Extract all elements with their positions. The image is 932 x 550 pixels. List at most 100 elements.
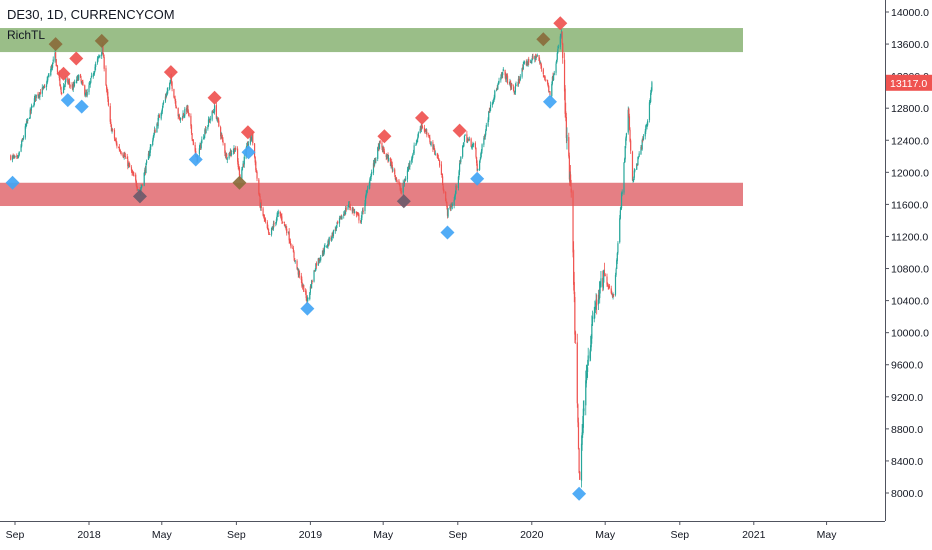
candle-body	[398, 180, 400, 185]
candle-body	[572, 191, 574, 253]
candle-body	[343, 213, 345, 216]
candle-body	[646, 124, 648, 127]
candle-body	[620, 207, 622, 210]
time-tick-label: May	[373, 529, 394, 541]
candle	[283, 221, 285, 227]
candle-body	[324, 245, 326, 247]
candle-body	[509, 81, 511, 84]
candle	[260, 199, 262, 211]
candle	[374, 157, 376, 167]
candle	[44, 83, 46, 88]
candle	[318, 257, 321, 264]
candle-body	[349, 207, 352, 209]
candle	[184, 106, 186, 118]
candle-body	[152, 136, 154, 140]
candle	[290, 243, 292, 249]
candle	[403, 178, 406, 187]
candle-body	[345, 207, 347, 211]
candle-body	[38, 94, 40, 97]
candle-body	[493, 96, 495, 100]
candle-body	[68, 81, 71, 85]
candle-body	[289, 240, 291, 242]
candle-body	[385, 154, 387, 158]
candle-body	[68, 81, 70, 83]
candle-body	[383, 151, 385, 154]
candle	[21, 138, 23, 141]
candle-body	[76, 77, 78, 81]
candle	[564, 85, 566, 118]
signal-marker-blue	[241, 145, 256, 160]
candle-body	[576, 342, 578, 404]
candle-body	[343, 212, 345, 215]
candle	[144, 165, 147, 175]
candle	[147, 150, 150, 161]
candle-body	[603, 269, 605, 275]
candle-body	[59, 78, 61, 86]
candle	[89, 80, 91, 86]
candle	[24, 123, 26, 140]
candle-body	[179, 117, 182, 120]
candle-body	[118, 146, 120, 150]
candle-body	[259, 196, 261, 208]
signal-marker-brown	[232, 175, 247, 190]
candle	[457, 175, 459, 191]
candle	[583, 400, 585, 416]
candle	[178, 114, 180, 118]
candle-body	[522, 64, 524, 70]
candle	[52, 62, 54, 71]
candle-body	[510, 84, 512, 87]
candle-body	[302, 284, 304, 286]
candle	[493, 94, 495, 102]
candle-body	[64, 84, 66, 87]
candle-body	[135, 181, 137, 186]
candle	[207, 116, 210, 127]
candle-body	[340, 215, 342, 219]
candle-body	[585, 380, 587, 406]
candle-body	[357, 213, 359, 216]
candle	[119, 148, 121, 152]
candle-body	[506, 74, 508, 76]
candle-body	[47, 77, 49, 81]
candle-body	[30, 106, 32, 111]
candle-body	[237, 148, 239, 162]
candle-body	[344, 208, 347, 215]
candle-body	[306, 298, 308, 301]
candle-body	[56, 65, 58, 67]
candle	[501, 71, 503, 79]
candle-body	[262, 208, 264, 216]
candle	[446, 205, 449, 219]
candle	[411, 156, 413, 165]
candle-body	[497, 82, 500, 85]
candle	[543, 75, 546, 81]
candle-body	[472, 143, 474, 146]
candle	[68, 78, 70, 86]
candle-body	[39, 92, 41, 97]
candle	[492, 98, 495, 104]
candle-body	[349, 203, 351, 207]
candle-body	[446, 207, 449, 216]
candle	[352, 207, 355, 211]
candle	[344, 211, 346, 217]
candle	[187, 105, 189, 114]
candle-body	[192, 139, 194, 146]
price-tick-label: 8800.0	[891, 424, 923, 436]
candle-body	[527, 58, 529, 65]
candle	[321, 250, 324, 257]
candle-body	[187, 105, 189, 113]
candle-body	[437, 157, 439, 159]
candle-body	[247, 143, 249, 147]
candle	[22, 135, 25, 141]
candle	[163, 100, 165, 105]
candle-body	[412, 152, 415, 154]
candle-body	[368, 184, 370, 189]
indicator-label[interactable]: RichTL	[7, 28, 46, 42]
candle-body	[207, 125, 209, 129]
candle-body	[173, 89, 175, 98]
candle	[423, 124, 426, 133]
candle-body	[220, 127, 222, 137]
candle-body	[253, 143, 256, 158]
candle	[45, 81, 48, 91]
candle	[21, 139, 23, 148]
candle	[610, 285, 612, 295]
